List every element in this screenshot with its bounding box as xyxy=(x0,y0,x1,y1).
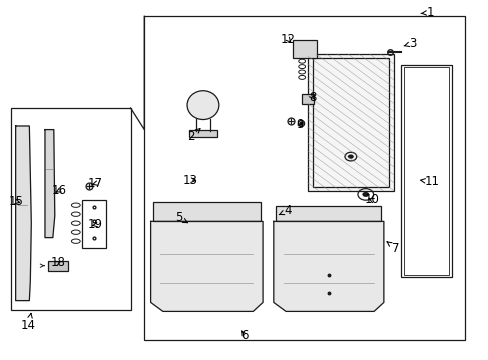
Circle shape xyxy=(347,154,353,159)
Bar xyxy=(48,261,68,271)
Bar xyxy=(276,206,381,221)
Bar xyxy=(82,200,105,248)
Bar xyxy=(11,108,130,310)
Circle shape xyxy=(362,192,368,197)
Text: 14: 14 xyxy=(21,313,36,332)
Bar xyxy=(307,54,393,191)
Text: 2: 2 xyxy=(186,129,200,143)
Text: 15: 15 xyxy=(9,195,23,208)
Text: 9: 9 xyxy=(296,118,304,131)
Text: 4: 4 xyxy=(279,204,292,217)
Text: 11: 11 xyxy=(420,175,438,188)
Bar xyxy=(144,16,464,340)
Text: 19: 19 xyxy=(88,219,102,231)
Text: 3: 3 xyxy=(403,37,416,50)
Polygon shape xyxy=(273,221,383,311)
Bar xyxy=(153,202,260,221)
Bar xyxy=(189,130,216,137)
Polygon shape xyxy=(150,221,263,311)
Bar xyxy=(400,65,451,277)
Text: 18: 18 xyxy=(50,256,65,269)
Bar xyxy=(404,67,448,275)
Text: 16: 16 xyxy=(51,184,66,197)
Text: 12: 12 xyxy=(281,33,295,46)
Bar xyxy=(312,58,388,187)
Bar xyxy=(301,94,313,104)
Polygon shape xyxy=(16,126,31,301)
Text: 10: 10 xyxy=(364,193,378,206)
Text: 5: 5 xyxy=(174,211,187,224)
Text: 13: 13 xyxy=(182,174,197,186)
Ellipse shape xyxy=(186,91,219,120)
Bar xyxy=(293,40,316,58)
Text: 6: 6 xyxy=(240,329,248,342)
Text: 8: 8 xyxy=(308,91,316,104)
Text: 7: 7 xyxy=(386,242,399,255)
Text: 17: 17 xyxy=(88,177,102,190)
Text: 1: 1 xyxy=(420,6,433,19)
Polygon shape xyxy=(45,130,55,238)
